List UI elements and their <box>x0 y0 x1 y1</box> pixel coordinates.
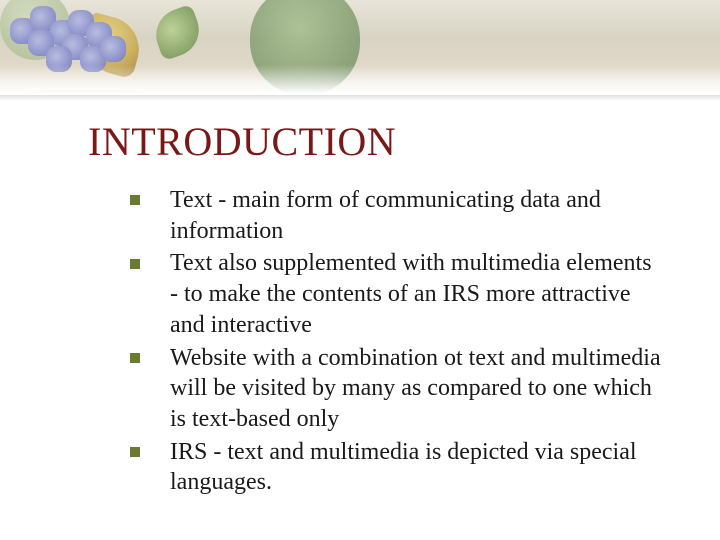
decorative-banner <box>0 0 720 95</box>
bullet-text: Text - main form of communicating data a… <box>170 187 601 244</box>
bullet-text: Text also supplemented with multimedia e… <box>170 250 652 337</box>
bullet-text: Website with a combination ot text and m… <box>170 345 661 432</box>
banner-flora <box>0 0 720 95</box>
bullet-text: IRS - text and multimedia is depicted vi… <box>170 439 637 496</box>
foliage-icon <box>250 0 360 95</box>
list-item: Text also supplemented with multimedia e… <box>130 248 662 340</box>
list-item: IRS - text and multimedia is depicted vi… <box>130 437 662 498</box>
bullet-list: Text - main form of communicating data a… <box>130 185 662 500</box>
banner-shadow <box>0 95 720 101</box>
slide-title: INTRODUCTION <box>88 118 396 165</box>
list-item: Website with a combination ot text and m… <box>130 343 662 435</box>
list-item: Text - main form of communicating data a… <box>130 185 662 246</box>
leaf-icon <box>149 4 207 62</box>
